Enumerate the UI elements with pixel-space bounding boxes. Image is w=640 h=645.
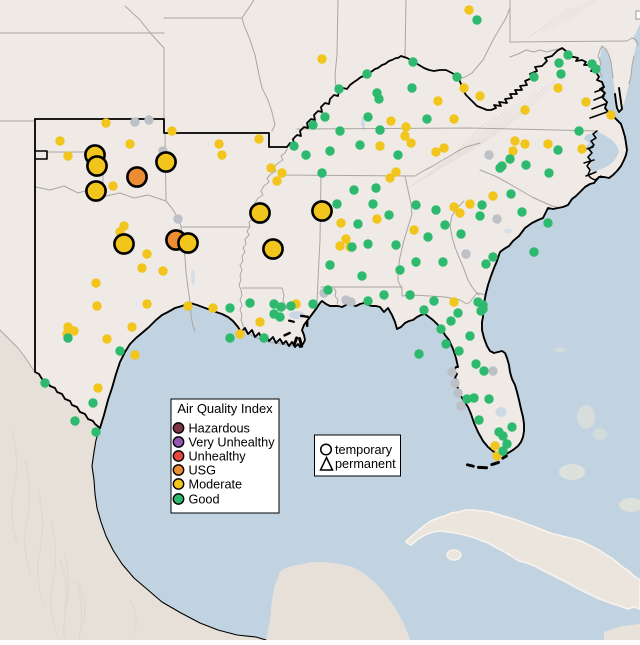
svg-text:Moderate: Moderate — [189, 478, 243, 492]
svg-text:Air Quality Index: Air Quality Index — [177, 401, 273, 416]
svg-text:temporary: temporary — [335, 443, 393, 457]
svg-text:USG: USG — [189, 464, 217, 478]
svg-text:Unhealthy: Unhealthy — [189, 450, 247, 464]
svg-text:Hazardous: Hazardous — [189, 422, 250, 436]
svg-text:permanent: permanent — [335, 457, 396, 471]
svg-text:Good: Good — [189, 493, 220, 507]
svg-text:Very Unhealthy: Very Unhealthy — [189, 436, 276, 450]
